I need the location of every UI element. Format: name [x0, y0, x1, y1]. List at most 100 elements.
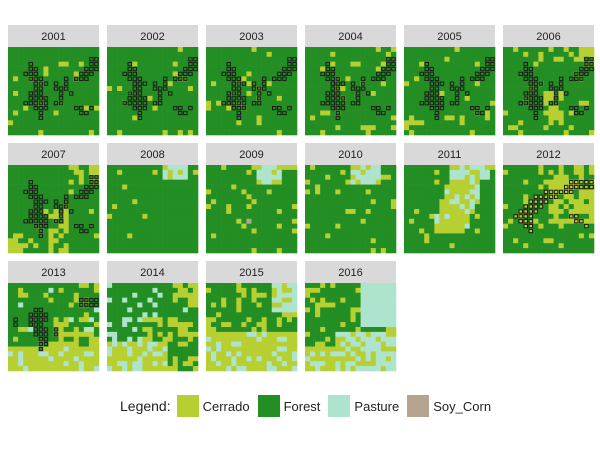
map-cell [157, 243, 163, 249]
map-cell [107, 125, 113, 131]
map-cell [533, 233, 539, 239]
map-cell [429, 179, 435, 185]
outlined-cell [553, 91, 559, 96]
map-cell [553, 66, 559, 72]
map-cell [424, 233, 430, 239]
map-cell [513, 81, 519, 87]
map-cell [315, 233, 321, 239]
map-cell [63, 317, 69, 323]
map-cell [370, 204, 377, 210]
map-cell [404, 95, 410, 102]
map-cell [206, 61, 212, 67]
map-cell [246, 243, 252, 249]
outlined-cell [89, 297, 94, 303]
map-cell [291, 213, 298, 220]
outlined-cell [424, 61, 429, 67]
map-cell [48, 95, 54, 102]
map-cell [58, 115, 64, 121]
outlined-cell [360, 86, 366, 91]
map-cell [192, 292, 199, 298]
map-cell [266, 174, 273, 180]
map-cell [23, 302, 29, 308]
map-cell [409, 243, 415, 249]
map-cell [365, 179, 372, 185]
map-cell [147, 100, 153, 106]
map-cell [335, 218, 341, 224]
map-cell [305, 189, 311, 195]
map-cell [23, 213, 29, 220]
map-cell [523, 165, 529, 171]
map-cell [231, 248, 237, 254]
map-cell [33, 179, 39, 185]
map-cell [469, 218, 476, 224]
map-cell [162, 105, 168, 111]
map-cell [563, 130, 570, 136]
map-cell [469, 228, 476, 234]
map-cell [305, 130, 311, 136]
map-cell [216, 169, 222, 176]
map-cell [142, 317, 148, 323]
outlined-cell [528, 101, 534, 106]
map-cell [583, 95, 590, 102]
map-cell [122, 91, 128, 97]
facet-panel-2004: 2004 [305, 25, 397, 136]
map-cell [8, 125, 14, 131]
map-cell [13, 351, 19, 357]
map-cell [330, 204, 336, 210]
map-cell [88, 218, 95, 224]
map-cell [122, 174, 128, 180]
map-cell [241, 66, 247, 72]
map-cell [266, 105, 273, 111]
outlined-cell [132, 71, 138, 77]
map-cell [434, 179, 440, 185]
map-cell [568, 115, 575, 121]
map-cell [350, 47, 356, 53]
map-cell [439, 228, 445, 234]
map-cell [38, 130, 44, 136]
map-cell [68, 302, 75, 308]
map-cell [518, 223, 524, 229]
map-cell [261, 228, 267, 234]
map-cell [434, 184, 440, 190]
map-cell [152, 209, 158, 215]
map-cell [286, 184, 293, 190]
map-cell [122, 76, 128, 82]
map-cell [88, 327, 95, 333]
map-cell [503, 66, 509, 72]
map-cell [63, 66, 69, 72]
facet-strip [107, 25, 198, 47]
map-cell [449, 91, 455, 97]
map-cell [38, 287, 44, 294]
map-cell [335, 120, 341, 126]
map-cell [330, 248, 336, 254]
map-cell [548, 120, 554, 126]
map-cell [469, 223, 476, 229]
map-cell [28, 47, 34, 53]
map-cell [518, 95, 524, 102]
map-cell [335, 204, 341, 210]
map-cell [429, 248, 435, 254]
outlined-cell [162, 86, 168, 91]
map-cell [543, 61, 549, 67]
map-cell [38, 71, 44, 77]
map-cell [152, 169, 158, 176]
map-cell [132, 346, 138, 352]
map-cell [390, 228, 397, 234]
map-cell [122, 317, 128, 323]
map-cell [315, 213, 321, 220]
map-cell [68, 105, 75, 111]
map-cell [13, 169, 19, 176]
map-cell [553, 56, 559, 62]
map-cell [454, 130, 460, 136]
outlined-cell [89, 57, 94, 62]
facet-title: 2014 [140, 267, 164, 279]
map-cell [167, 243, 174, 249]
map-cell [449, 169, 455, 176]
map-cell [538, 61, 544, 67]
outlined-cell [43, 317, 49, 322]
map-cell [43, 297, 49, 303]
map-cell [563, 86, 570, 92]
map-cell [454, 204, 460, 210]
map-cell [251, 51, 257, 58]
map-cell [266, 184, 273, 190]
